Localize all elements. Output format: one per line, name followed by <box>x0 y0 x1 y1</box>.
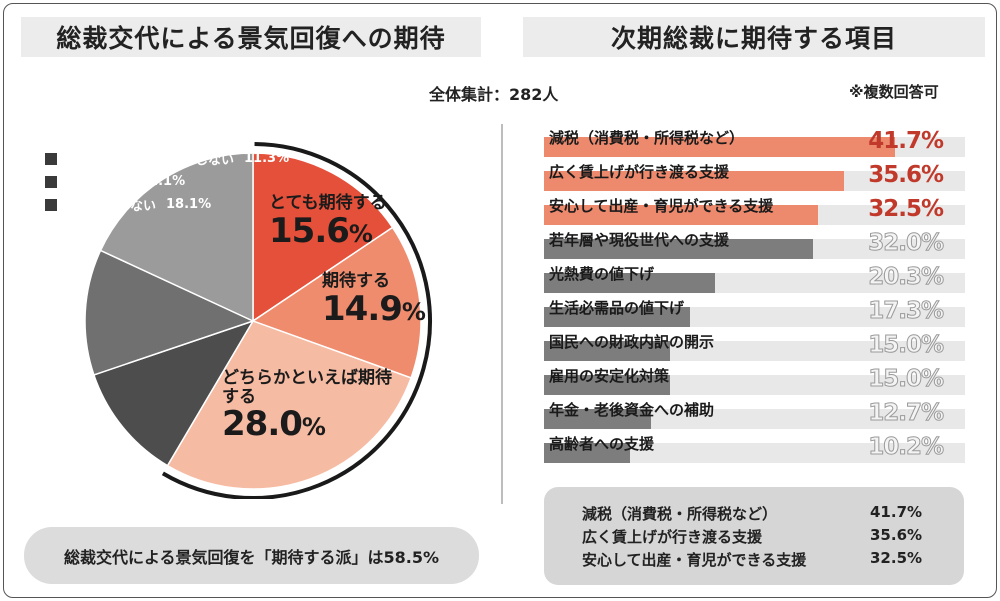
expectation-summary: 総裁交代による景気回復を「期待する派」は58.5% <box>24 527 479 584</box>
bar-label: 生活必需品の値下げ <box>549 299 685 317</box>
legend-value: 12.1% <box>140 174 186 189</box>
bar-value: 12.7% <box>868 400 945 427</box>
bar-label: 光熱費の値下げ <box>549 265 655 283</box>
legend-label: 全く期待しない <box>65 199 157 214</box>
bar-label: 若年層や現役世代への支援 <box>549 231 730 249</box>
bar-row: 減税（消費税・所得税など） 41.7% <box>544 128 965 157</box>
bar <box>544 443 630 463</box>
bar-value: 32.5% <box>868 196 944 222</box>
bar-row: 雇用の安定化対策 15.0% <box>544 366 965 395</box>
bar <box>544 239 814 259</box>
slice-label: どちらかといえば期待する 28.0% <box>222 369 397 444</box>
bar <box>544 307 690 327</box>
slice-label: とても期待する 15.6% <box>269 194 387 250</box>
legend-label: 期待しない <box>65 176 131 191</box>
bar <box>544 137 896 157</box>
bar-label: 減税（消費税・所得税など） <box>549 129 745 147</box>
bar-row: 高齢者への支援 10.2% <box>544 434 965 463</box>
bar-row: 生活必需品の値下げ 17.3% <box>544 298 965 327</box>
summary-item-label: 減税（消費税・所得税など） <box>582 505 778 523</box>
bar <box>544 409 651 429</box>
summary-item-value: 41.7% <box>870 503 923 521</box>
summary-item-value: 32.5% <box>870 549 923 567</box>
slice-label-name: 期待する <box>322 271 390 291</box>
bar-value: 17.3% <box>868 298 945 325</box>
summary-item-value: 35.6% <box>870 526 923 544</box>
slice-label-name: どちらかといえば期待する <box>222 368 392 407</box>
section-divider <box>501 124 503 504</box>
legend-swatch <box>45 198 57 211</box>
bar-track <box>544 443 965 463</box>
slice-label: 期待する 14.9% <box>322 271 426 329</box>
legend-value: 18.1% <box>166 197 212 212</box>
bar-row: 安心して出産・育児ができる支援 32.5% <box>544 196 965 225</box>
legend-value: 11.3% <box>244 151 290 166</box>
slice-label-value: 15.6% <box>269 210 373 251</box>
pie-slice <box>92 319 255 467</box>
bar <box>544 341 671 361</box>
legend-swatch <box>45 175 57 188</box>
summary-item-label: 安心して出産・育児ができる支援 <box>582 551 807 569</box>
bar-value: 15.0% <box>868 366 945 393</box>
legend-item: どちらかといえば期待しない 11.3% <box>45 149 289 168</box>
multiple-answer-note: ※複数回答可 <box>849 83 939 101</box>
bar-row: 国民への財政内訳の開示 15.0% <box>544 332 965 361</box>
bar <box>544 375 671 395</box>
legend-swatch <box>45 152 57 165</box>
bar-label: 国民への財政内訳の開示 <box>549 333 715 351</box>
summary-item-label: 広く賃上げが行き渡る支援 <box>582 528 763 546</box>
bar-value: 10.2% <box>868 434 945 461</box>
expect-group-bracket <box>161 142 432 499</box>
bar-value: 15.0% <box>868 332 945 359</box>
total-respondents: 全体集計：282人 <box>429 85 559 104</box>
pie-chart-title: 総裁交代による景気回復への期待 <box>21 17 481 57</box>
bar-label: 雇用の安定化対策 <box>549 367 670 385</box>
bar <box>544 171 844 191</box>
bar <box>544 205 818 225</box>
bar-value: 32.0% <box>868 230 945 257</box>
slice-label-value: 28.0% <box>222 404 326 445</box>
bar-row: 若年層や現役世代への支援 32.0% <box>544 230 965 259</box>
slice-label-name: とても期待する <box>269 193 387 213</box>
bar-value: 20.3% <box>868 264 945 291</box>
infographic-frame: 総裁交代による景気回復への期待 次期総裁に期待する項目 全体集計：282人 ※複… <box>3 3 997 598</box>
bar-row: 光熱費の値下げ 20.3% <box>544 264 965 293</box>
bar-label: 高齢者への支援 <box>549 435 655 453</box>
bar-label: 広く賃上げが行き渡る支援 <box>549 163 730 181</box>
top3-summary: 減税（消費税・所得税など） 41.7% 広く賃上げが行き渡る支援 35.6% 安心して出… <box>544 487 964 585</box>
legend-item: 期待しない 12.1% <box>45 172 185 191</box>
pie-slice <box>252 152 394 323</box>
bar-value: 41.7% <box>868 128 944 154</box>
pie-slice <box>84 249 256 376</box>
bar-row: 広く賃上げが行き渡る支援 35.6% <box>544 162 965 191</box>
bar-chart-title: 次期総裁に期待する項目 <box>523 17 985 57</box>
legend-label: どちらかといえば期待しない <box>65 153 235 168</box>
pie-slice <box>251 226 422 379</box>
bar-label: 年金・老後資金への補助 <box>549 401 715 419</box>
pie-chart <box>84 142 432 499</box>
legend-item: 全く期待しない 18.1% <box>45 195 211 214</box>
pie-slice <box>99 152 254 323</box>
bar <box>544 273 715 293</box>
bar-row: 年金・老後資金への補助 12.7% <box>544 400 965 429</box>
bar-label: 安心して出産・育児ができる支援 <box>549 197 774 215</box>
bar-value: 35.6% <box>868 162 944 188</box>
slice-label-value: 14.9% <box>322 288 426 329</box>
